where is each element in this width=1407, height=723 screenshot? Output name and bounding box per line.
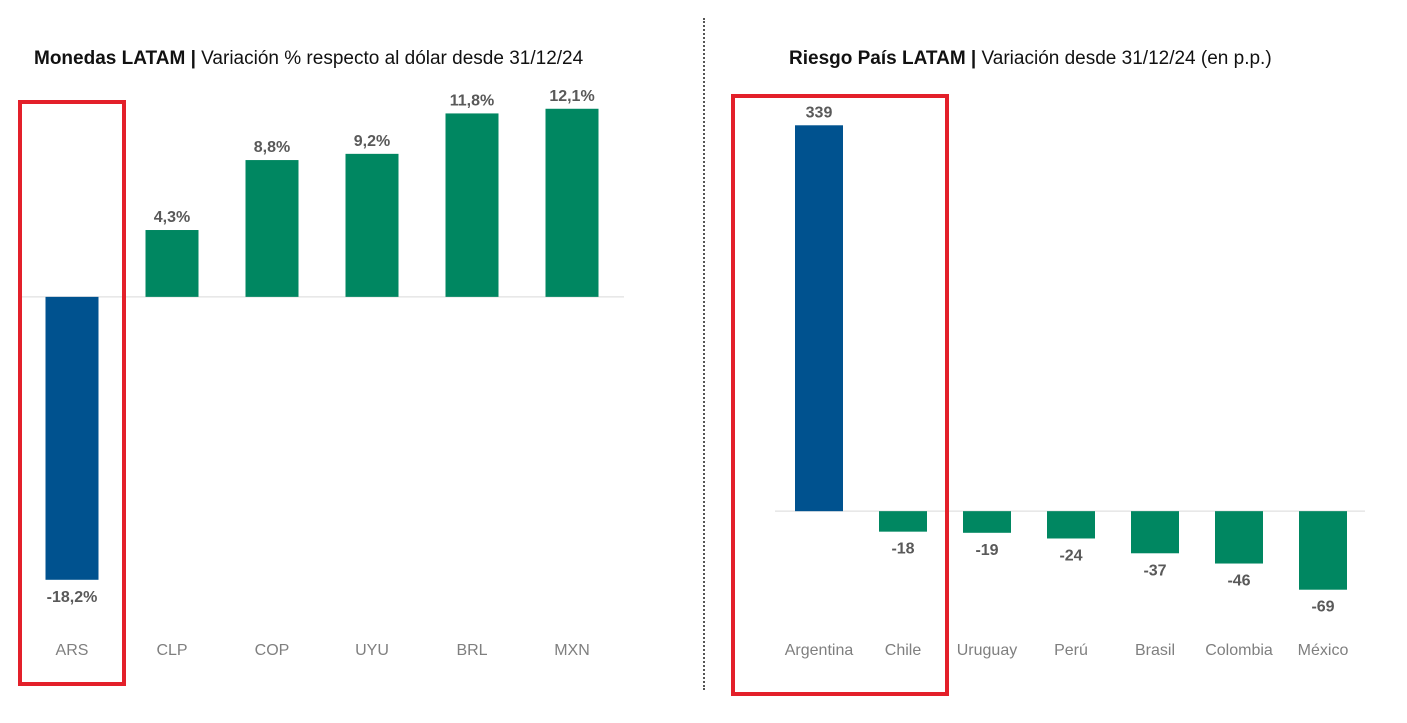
- country-risk-value-label: -19: [975, 542, 998, 559]
- country-risk-value-label: -18: [891, 541, 914, 558]
- country-risk-chart-title-rest: Variación desde 31/12/24 (en p.p.): [976, 48, 1272, 69]
- currency-category-label: ARS: [56, 642, 89, 659]
- currency-bar-chart: -18,2% ARS 4,3% CLP 8,8% COP 9,2% UYU 11,8% BRL 12…: [18, 88, 624, 686]
- country-risk-value-label: 339: [806, 104, 833, 121]
- currency-value-label: 4,3%: [154, 209, 190, 226]
- currency-chart-title: Monedas LATAM | Variación % respecto al …: [34, 48, 583, 70]
- country-risk-bar-brasil: [1131, 511, 1179, 554]
- country-risk-category-label: Uruguay: [957, 642, 1017, 659]
- currency-category-label: CLP: [156, 642, 187, 659]
- country-risk-bar-chile: [879, 511, 927, 532]
- currency-bar-cop: [245, 160, 299, 297]
- currency-highlight-box: [18, 100, 126, 686]
- country-risk-category-label: Perú: [1054, 642, 1088, 659]
- country-risk-bar-chart: 339 Argentina -18 Chile -19 Uruguay -24 Perú -37…: [731, 94, 1365, 696]
- country-risk-chart-title-bold: Riesgo País LATAM |: [789, 48, 977, 69]
- currency-bar-clp: [145, 230, 199, 297]
- country-risk-category-label: Chile: [885, 642, 922, 659]
- country-risk-bar-méxico: [1299, 511, 1347, 590]
- currency-value-label: 12,1%: [549, 88, 594, 105]
- country-risk-category-label: Brasil: [1135, 642, 1175, 659]
- currency-bar-mxn: [545, 108, 599, 297]
- currency-bar-ars: [45, 296, 99, 580]
- currency-chart-title-rest: Variación % respecto al dólar desde 31/1…: [195, 48, 584, 69]
- country-risk-category-label: México: [1298, 642, 1349, 659]
- currency-category-label: UYU: [355, 642, 389, 659]
- country-risk-bar-argentina: [795, 125, 843, 512]
- country-risk-value-label: -37: [1143, 562, 1166, 579]
- country-risk-bar-perú: [1047, 511, 1095, 539]
- panel-divider: [703, 18, 705, 690]
- country-risk-value-label: -69: [1311, 599, 1334, 616]
- currency-bar-uyu: [345, 153, 399, 297]
- country-risk-value-label: -46: [1227, 573, 1250, 590]
- country-risk-category-label: Colombia: [1205, 642, 1273, 659]
- country-risk-chart-title: Riesgo País LATAM | Variación desde 31/1…: [789, 48, 1272, 70]
- country-risk-highlight-box: [731, 94, 949, 696]
- country-risk-bar-colombia: [1215, 511, 1263, 564]
- currency-value-label: 9,2%: [354, 133, 390, 150]
- currency-chart-panel: Monedas LATAM | Variación % respecto al …: [0, 0, 700, 723]
- country-risk-value-label: -24: [1059, 547, 1082, 564]
- currency-value-label: 11,8%: [450, 92, 494, 109]
- currency-category-label: BRL: [456, 642, 487, 659]
- country-risk-chart-panel: Riesgo País LATAM | Variación desde 31/1…: [705, 0, 1407, 723]
- country-risk-bar-uruguay: [963, 511, 1011, 533]
- currency-value-label: 8,8%: [254, 139, 290, 156]
- currency-chart-title-bold: Monedas LATAM |: [34, 48, 196, 69]
- currency-category-label: MXN: [554, 642, 590, 659]
- currency-bar-brl: [445, 113, 499, 297]
- currency-category-label: COP: [255, 642, 290, 659]
- currency-value-label: -18,2%: [47, 589, 98, 606]
- country-risk-category-label: Argentina: [785, 642, 854, 659]
